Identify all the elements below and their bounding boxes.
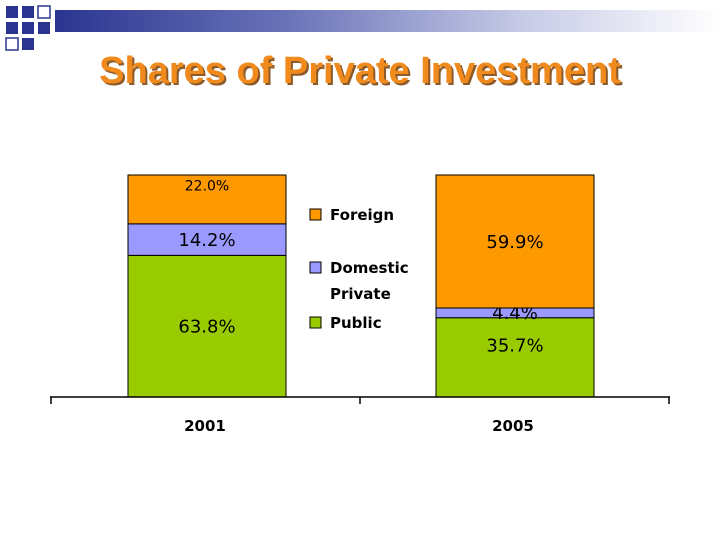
legend-swatch-domestic-private [309,261,322,274]
data-label-2005-foreign: 59.9% [486,232,543,253]
bars-group: 63.8%14.2%22.0%35.7%4.4%59.9% [127,174,595,398]
data-label-2001-domestic-private: 14.2% [178,230,235,251]
legend-label-domestic-private: Private [330,285,391,303]
x-tick-label-2001: 2001 [184,417,226,435]
bar-2001-foreign [127,174,287,225]
x-tick-label-2005: 2005 [492,417,534,435]
legend-label-foreign: Foreign [330,206,394,224]
legend-label-domestic-private: Domestic [330,259,409,277]
legend-label-public: Public [330,314,382,332]
legend-swatch-public [309,316,322,329]
x-axis: 2001 2005 [50,396,670,435]
legend: Foreign Domestic Private Public [309,206,409,332]
data-label-2001-foreign: 22.0% [185,178,229,194]
bar-2005-foreign [435,174,595,309]
data-label-2005-public: 35.7% [486,336,543,357]
header-band [55,10,720,32]
data-label-2001-public: 63.8% [178,316,235,337]
legend-swatch-foreign [309,208,322,221]
slide-title: Shares of Private Investment [99,50,621,92]
decorative-squares [5,5,51,51]
bar-2005-public [435,317,595,398]
